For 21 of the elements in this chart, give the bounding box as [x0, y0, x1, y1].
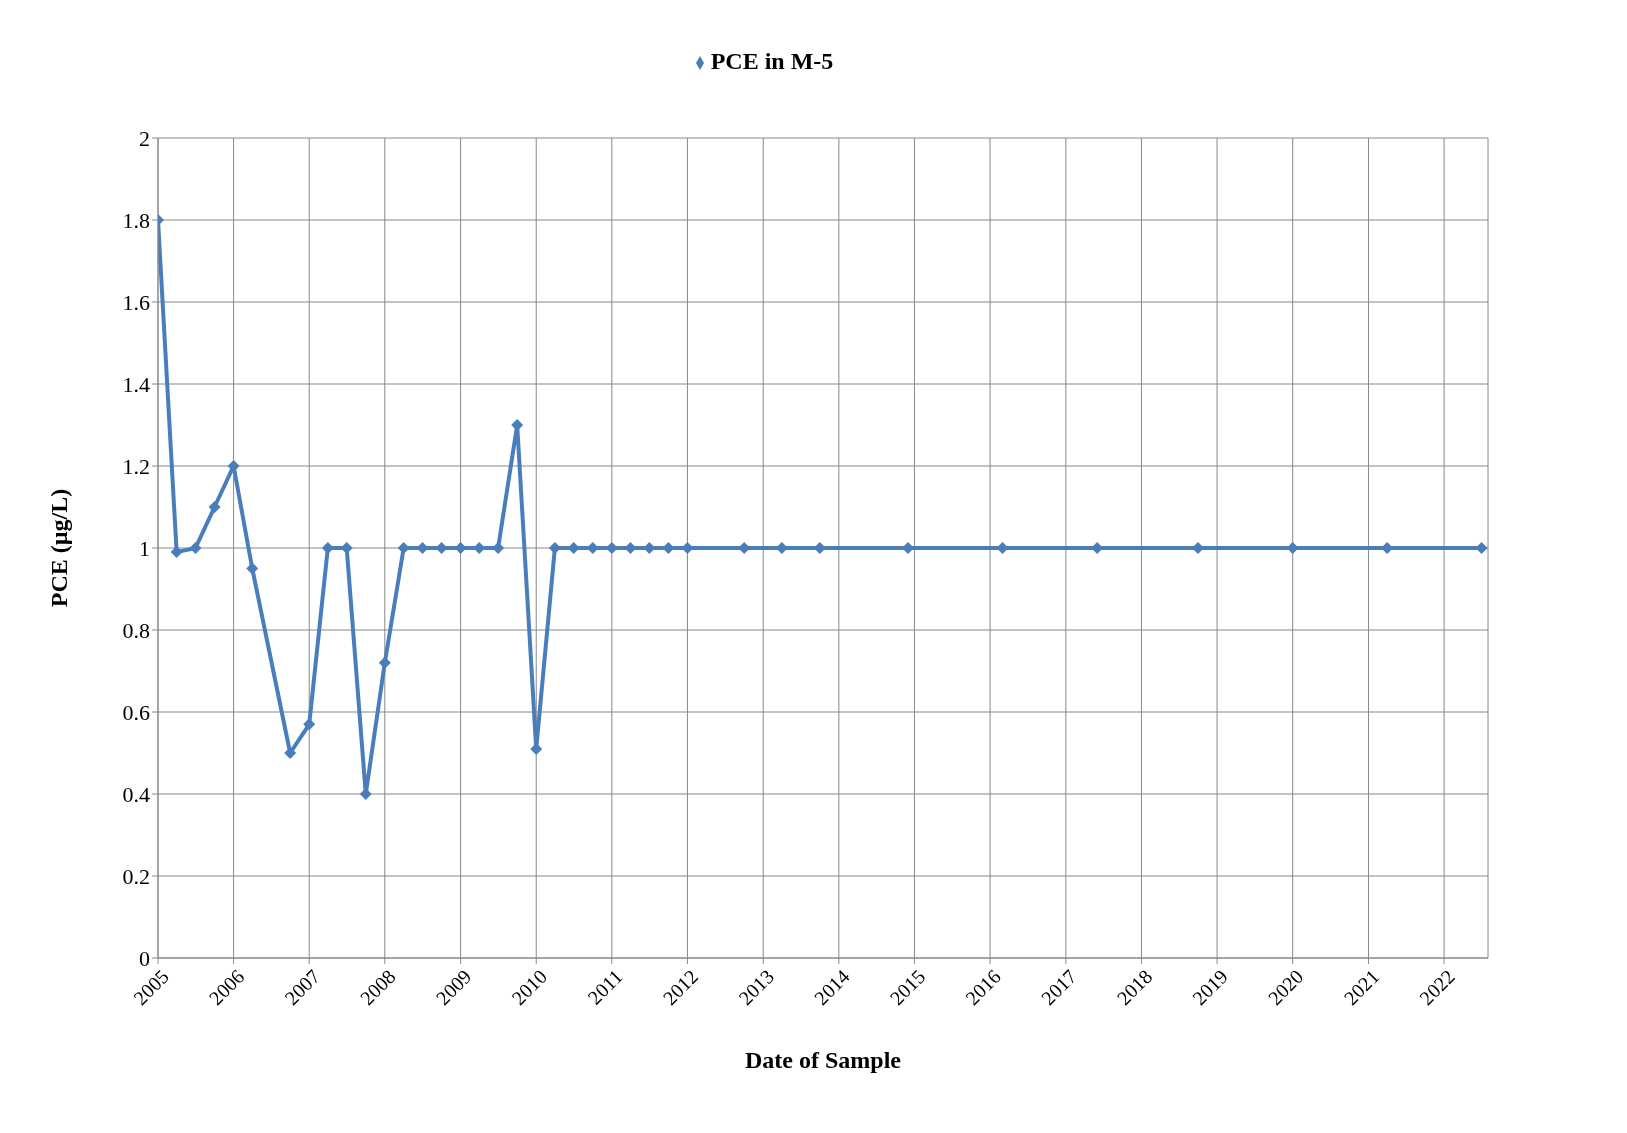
y-tick-label: 2	[139, 125, 150, 151]
x-axis-title: Date of Sample	[745, 1047, 902, 1073]
y-tick-label: 1.8	[122, 207, 150, 233]
y-axis-title: PCE (µg/L)	[45, 488, 72, 608]
legend-label: PCE in M-5	[710, 48, 834, 74]
y-tick-label: 1	[139, 535, 150, 561]
point	[246, 562, 259, 575]
y-tick-label: 1.2	[122, 453, 150, 479]
y-tick-label: 0.8	[122, 617, 150, 643]
y-tick-label: 0	[139, 945, 150, 971]
y-tick-label: 1.4	[122, 371, 150, 397]
point	[170, 546, 183, 559]
point	[189, 542, 202, 554]
y-tick-label: 0.2	[122, 863, 150, 889]
point	[303, 718, 316, 731]
y-tick-label: 0.6	[122, 699, 150, 725]
y-tick-label: 0.4	[122, 781, 150, 807]
point	[208, 501, 221, 513]
x-tick-label: 2011	[583, 965, 627, 1009]
y-tick-label: 1.6	[122, 289, 150, 315]
point	[378, 656, 391, 669]
